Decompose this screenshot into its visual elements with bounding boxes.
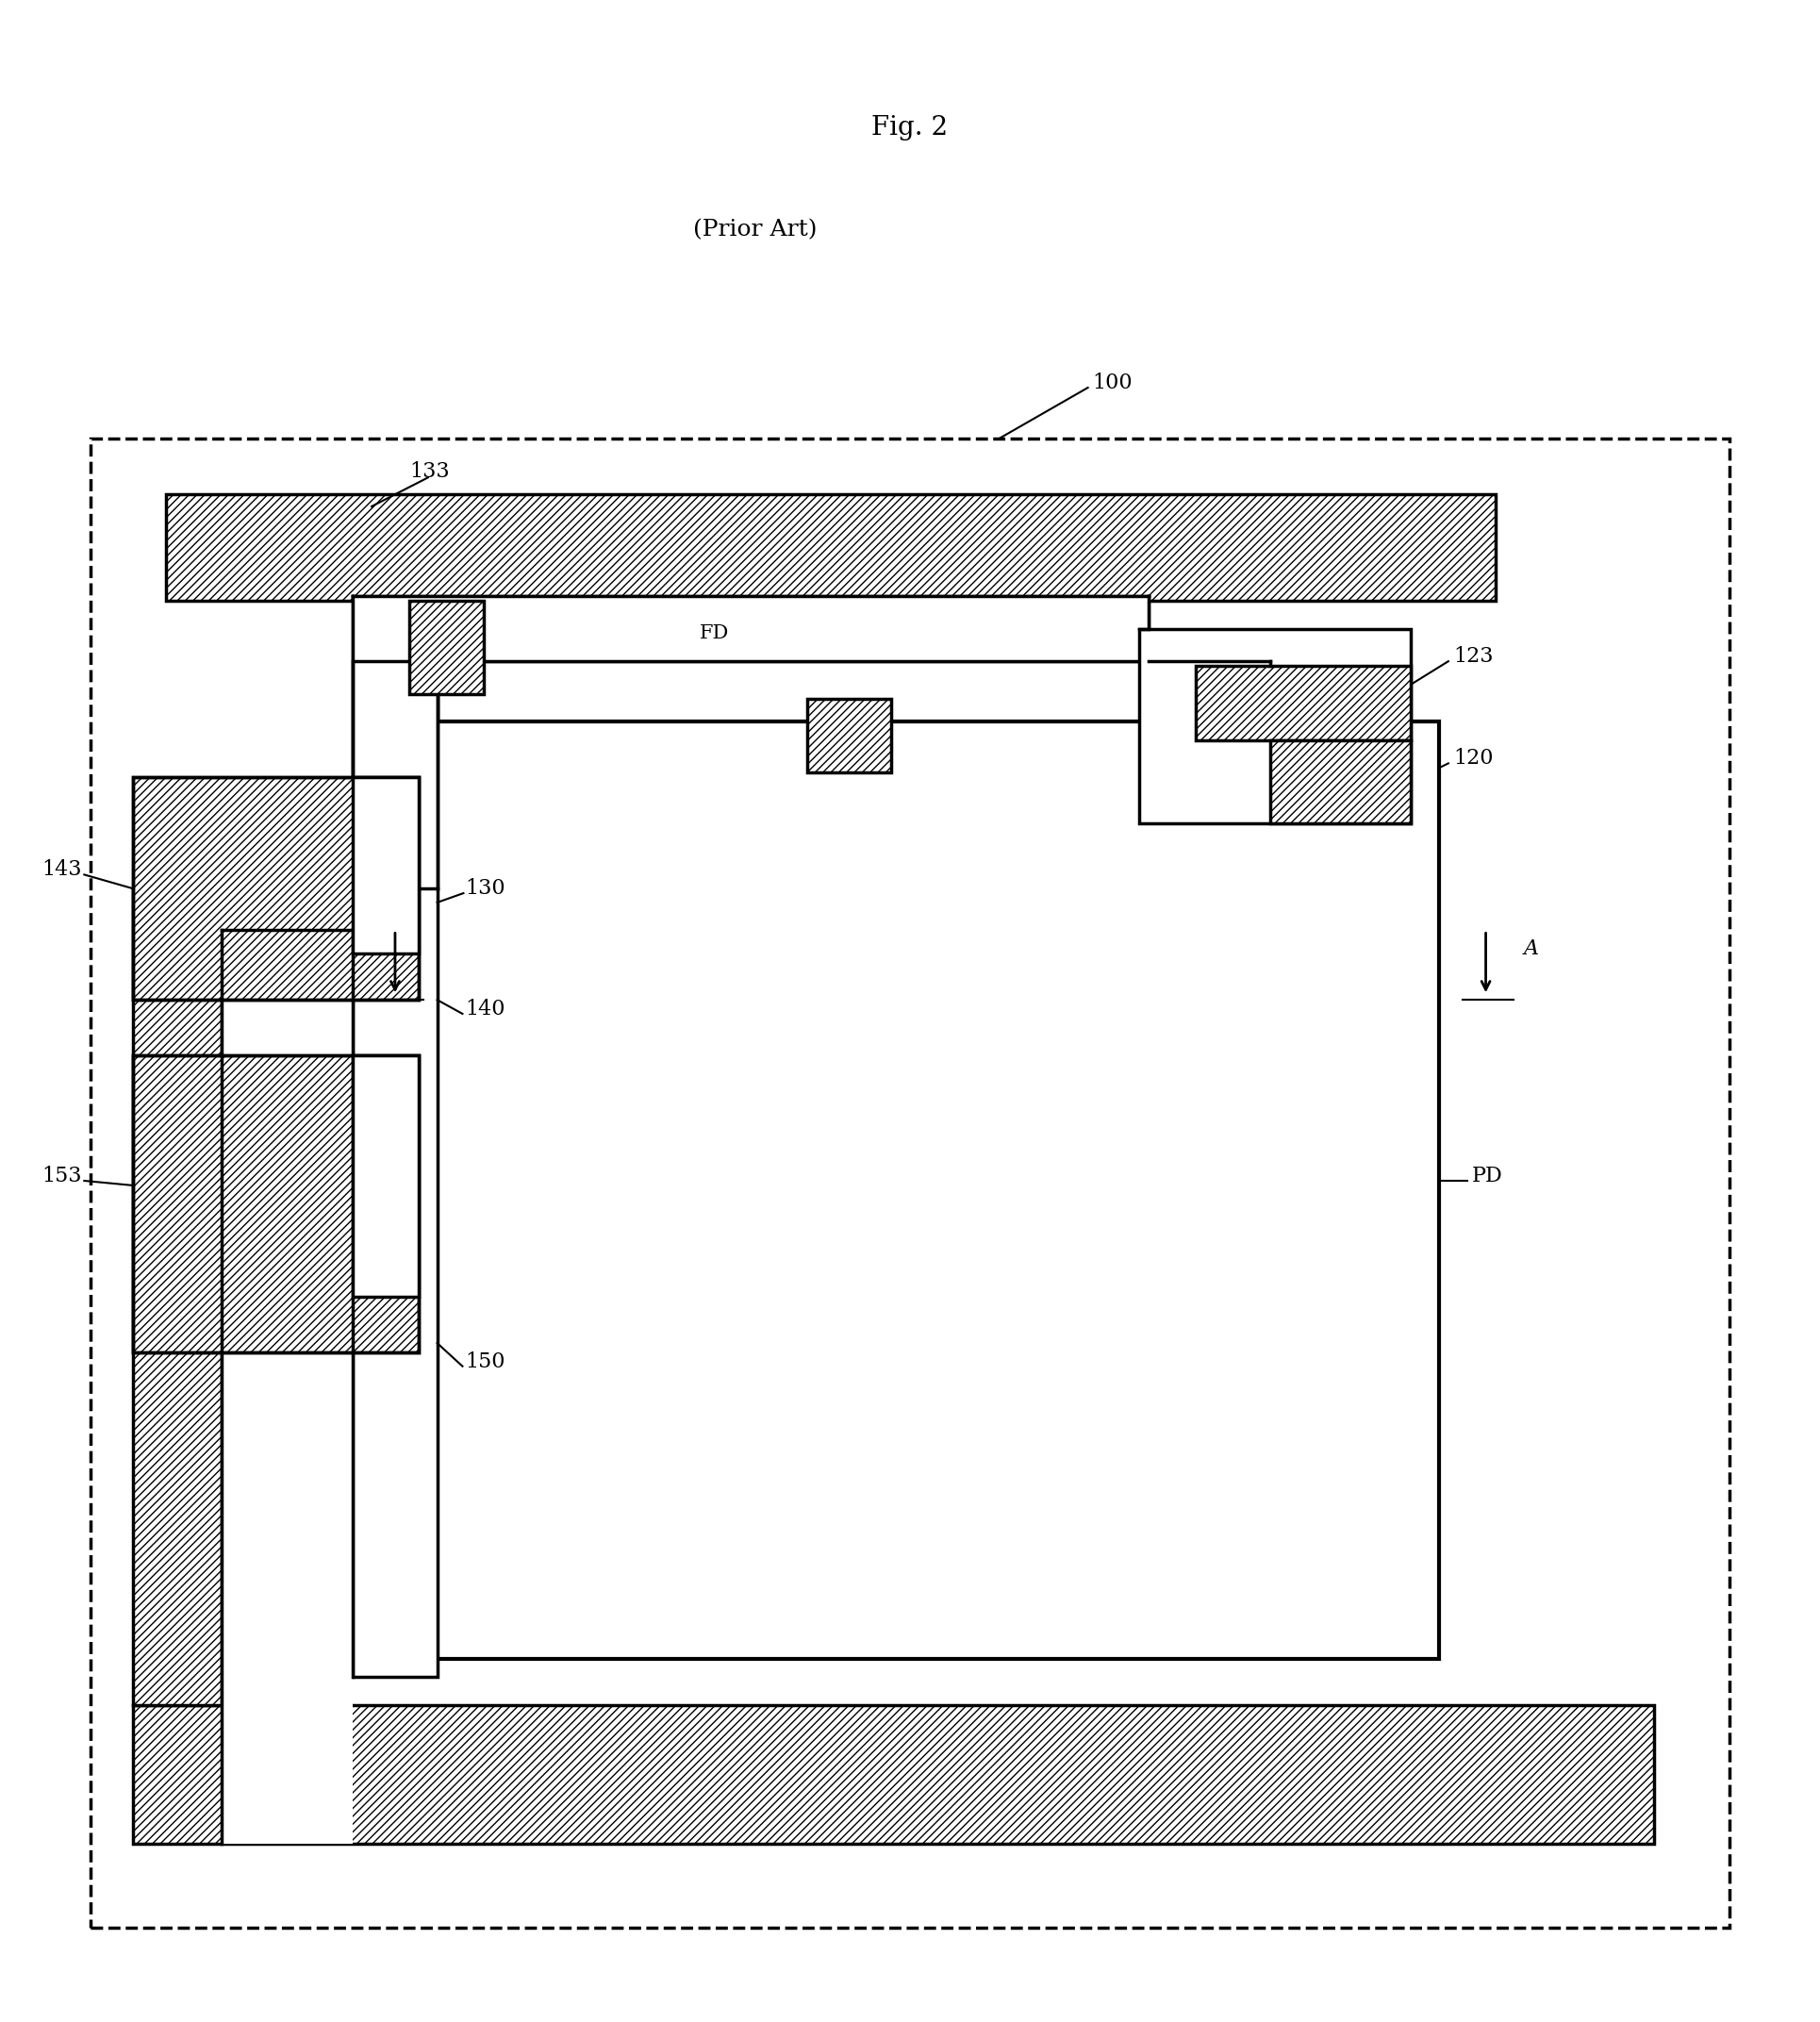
Bar xyxy=(806,698,890,772)
Text: 133: 133 xyxy=(410,461,450,481)
Bar xyxy=(133,776,419,999)
Bar xyxy=(133,1705,1653,1844)
Text: 150: 150 xyxy=(466,1351,506,1373)
Polygon shape xyxy=(222,596,1148,926)
Text: PD: PD xyxy=(1471,1167,1501,1187)
Bar xyxy=(1270,740,1410,823)
Text: 130: 130 xyxy=(466,878,506,900)
Bar xyxy=(166,493,1494,601)
Bar xyxy=(133,1055,419,1353)
Bar xyxy=(419,722,1438,1658)
Text: (Prior Art): (Prior Art) xyxy=(693,218,817,241)
Bar xyxy=(1139,629,1410,823)
Bar xyxy=(353,661,437,1676)
Text: A: A xyxy=(1523,938,1538,958)
Bar xyxy=(353,1055,419,1296)
Text: Fig. 2: Fig. 2 xyxy=(872,115,948,142)
Text: 100: 100 xyxy=(1092,372,1132,394)
Text: A: A xyxy=(309,938,324,958)
Text: 153: 153 xyxy=(42,1167,82,1187)
Text: 123: 123 xyxy=(1452,647,1492,667)
Bar xyxy=(222,930,353,1844)
Bar xyxy=(353,776,419,954)
Bar xyxy=(133,1055,419,1353)
Bar xyxy=(1196,665,1410,740)
Bar xyxy=(91,439,1729,1927)
Bar xyxy=(133,888,222,1705)
Bar xyxy=(133,776,419,999)
Bar xyxy=(410,601,484,694)
Text: 120: 120 xyxy=(1452,748,1492,768)
Text: FD: FD xyxy=(699,625,728,643)
Text: 140: 140 xyxy=(466,999,506,1019)
Text: 143: 143 xyxy=(42,859,82,880)
